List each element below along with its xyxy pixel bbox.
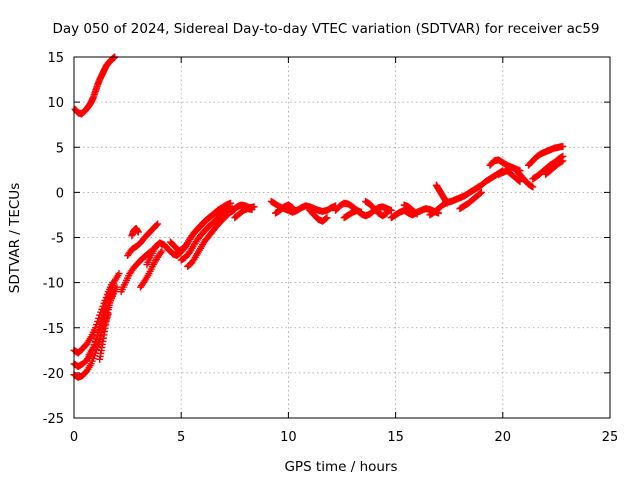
series-arc-y <box>432 181 451 207</box>
series-arc-ad <box>525 142 567 169</box>
data-point <box>94 317 102 325</box>
y-tick-label: 5 <box>56 141 64 156</box>
data-point <box>323 214 331 222</box>
data-point <box>97 319 105 327</box>
data-point <box>109 289 117 297</box>
y-tick-labels: -25 -20 -15 -10 -5 0 5 10 15 <box>43 51 64 427</box>
data-point <box>100 307 108 315</box>
x-tick-label: 0 <box>70 430 78 445</box>
data-point <box>443 199 451 207</box>
data-point <box>90 340 98 348</box>
series-arc-z <box>456 188 485 213</box>
series-arc-w <box>400 201 421 218</box>
data-point <box>91 324 99 332</box>
x-tick-label: 15 <box>387 430 404 445</box>
data-point <box>477 188 485 196</box>
series-arc-e <box>96 289 117 363</box>
series-arc-af <box>542 157 567 178</box>
series-arc-k <box>166 199 235 255</box>
x-axis-label: GPS time / hours <box>284 459 397 475</box>
series-arc-early-high <box>71 53 119 118</box>
data-point <box>383 209 391 217</box>
data-point <box>93 334 101 342</box>
x-tick-label: 10 <box>280 430 297 445</box>
data-point <box>413 210 421 218</box>
y-tick-label: 0 <box>56 186 64 201</box>
data-point <box>89 344 97 352</box>
y-tick-label: 15 <box>47 51 64 66</box>
x-tick-label: 25 <box>602 430 619 445</box>
data-point <box>153 221 161 229</box>
y-tick-label: -10 <box>43 277 64 292</box>
data-point <box>227 199 235 207</box>
data-point <box>154 220 162 228</box>
series-arc-ac <box>512 166 537 191</box>
data-point <box>476 189 484 197</box>
y-tick-label: -25 <box>43 412 64 427</box>
data-point <box>95 327 103 335</box>
data-point <box>387 206 395 214</box>
series-arc-ae <box>529 152 567 183</box>
series-arc-m <box>184 206 239 270</box>
y-tick-label: -20 <box>43 367 64 382</box>
data-point <box>559 142 567 150</box>
y-tick-label: -5 <box>51 232 64 247</box>
series-arc-h <box>128 224 142 240</box>
data-point <box>158 247 166 255</box>
data-point <box>248 206 256 214</box>
series-arc-r <box>306 206 331 225</box>
series-arc-o <box>231 205 256 222</box>
data-point <box>96 323 104 331</box>
data-point <box>289 204 297 212</box>
data-point <box>134 228 142 236</box>
series-arc-i <box>136 247 166 291</box>
data-point <box>412 209 420 217</box>
data-point <box>91 337 99 345</box>
chart-title: Day 050 of 2024, Sidereal Day-to-day VTE… <box>52 21 599 37</box>
x-tick-label: 5 <box>177 430 185 445</box>
data-point <box>101 303 109 311</box>
series-arc-x <box>426 167 507 219</box>
series-arc-q <box>272 201 297 217</box>
data-point <box>357 208 365 216</box>
data-point <box>529 183 537 191</box>
data-point <box>559 157 567 165</box>
data-point <box>94 331 102 339</box>
x-tick-labels: 0 5 10 15 20 25 <box>70 430 618 445</box>
data-series <box>70 53 567 381</box>
y-tick-label: -15 <box>43 322 64 337</box>
grid <box>74 57 610 418</box>
data-point <box>115 270 123 278</box>
data-point <box>157 249 165 257</box>
data-point <box>515 177 523 185</box>
x-tick-label: 20 <box>495 430 512 445</box>
y-tick-label: 10 <box>47 96 64 111</box>
series-arc-u <box>362 197 391 220</box>
plot-frame <box>73 56 611 419</box>
data-point <box>99 311 107 319</box>
y-axis-label: SDTVAR / TECUs <box>7 183 23 293</box>
series-arc-t <box>340 206 365 222</box>
series-arc-ab <box>495 167 524 186</box>
data-point <box>322 215 330 223</box>
data-point <box>95 339 103 347</box>
series-arc-g <box>124 220 162 260</box>
